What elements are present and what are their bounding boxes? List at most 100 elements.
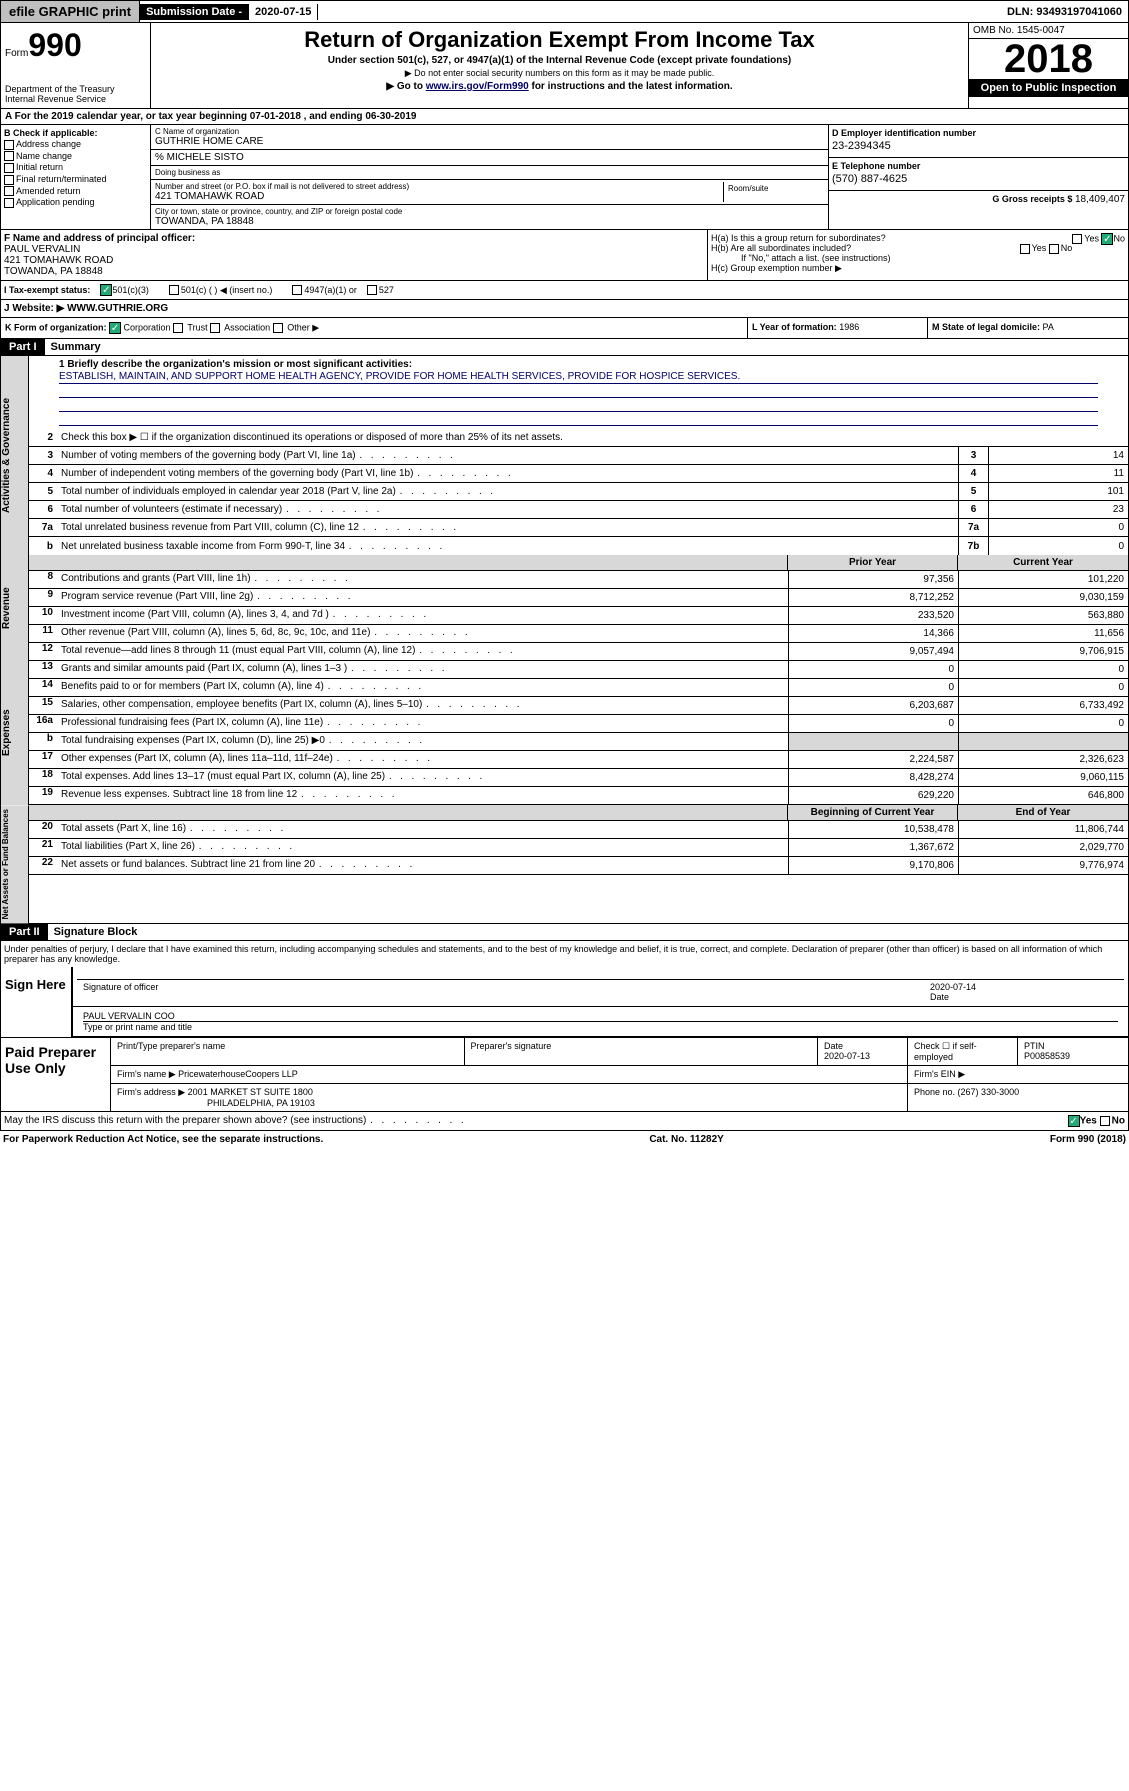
discuss-row: May the IRS discuss this return with the…	[0, 1112, 1129, 1131]
officer-addr2: TOWANDA, PA 18848	[4, 266, 704, 277]
table-row: 15Salaries, other compensation, employee…	[29, 697, 1128, 715]
form-ref: Form 990 (2018)	[1050, 1134, 1126, 1145]
tax-status-row: I Tax-exempt status: ✓ 501(c)(3) 501(c) …	[0, 281, 1129, 300]
chk-4947[interactable]	[292, 285, 302, 295]
form-header: Form990 Department of the Treasury Inter…	[0, 23, 1129, 109]
part1-header: Part ISummary	[0, 339, 1129, 356]
table-row: 20Total assets (Part X, line 16)10,538,4…	[29, 821, 1128, 839]
table-row: 16aProfessional fundraising fees (Part I…	[29, 715, 1128, 733]
room-label: Room/suite	[728, 184, 820, 193]
hdr-current: Current Year	[958, 555, 1128, 570]
sign-here-label: Sign Here	[1, 967, 71, 1037]
state-domicile: PA	[1043, 322, 1054, 332]
d-label: D Employer identification number	[832, 128, 1125, 138]
perjury-text: Under penalties of perjury, I declare th…	[1, 941, 1128, 967]
g-label: G Gross receipts $	[992, 194, 1075, 204]
prep-date: 2020-07-13	[824, 1051, 870, 1061]
table-row: 22Net assets or fund balances. Subtract …	[29, 857, 1128, 875]
firm-phone: (267) 330-3000	[958, 1087, 1020, 1097]
revenue-block: Revenue Prior YearCurrent Year 8Contribu…	[0, 555, 1129, 661]
entity-block: B Check if applicable: Address change Na…	[0, 125, 1129, 230]
dba-label: Doing business as	[155, 168, 824, 177]
prep-date-hdr: Date	[824, 1041, 843, 1051]
mission-blank3	[59, 412, 1098, 426]
irs-link[interactable]: www.irs.gov/Form990	[426, 81, 529, 92]
table-row: 8Contributions and grants (Part VIII, li…	[29, 571, 1128, 589]
line5-val: 101	[988, 483, 1128, 500]
chk-501c[interactable]	[169, 285, 179, 295]
officer-printed: PAUL VERVALIN COO	[83, 1011, 1118, 1022]
expenses-block: Expenses 13Grants and similar amounts pa…	[0, 661, 1129, 805]
side-expenses: Expenses	[1, 661, 29, 805]
website-url[interactable]: WWW.GUTHRIE.ORG	[67, 303, 168, 314]
col-b-header: B Check if applicable:	[4, 128, 147, 138]
chk-address-change[interactable]: Address change	[4, 139, 147, 150]
side-governance: Activities & Governance	[1, 356, 29, 555]
chk-527[interactable]	[367, 285, 377, 295]
sig-officer-label: Signature of officer	[83, 982, 158, 992]
form-word: Form	[5, 48, 28, 59]
line6-val: 23	[988, 501, 1128, 518]
governance-block: Activities & Governance 1 Briefly descri…	[0, 356, 1129, 555]
open-public-badge: Open to Public Inspection	[969, 79, 1128, 97]
efile-print-button[interactable]: efile GRAPHIC print	[1, 1, 140, 22]
prep-name-hdr: Print/Type preparer's name	[111, 1038, 465, 1065]
table-row: 11Other revenue (Part VIII, column (A), …	[29, 625, 1128, 643]
line7a-val: 0	[988, 519, 1128, 536]
chk-initial-return[interactable]: Initial return	[4, 162, 147, 173]
chk-name-change[interactable]: Name change	[4, 151, 147, 162]
part2-header: Part IISignature Block	[0, 924, 1129, 941]
firm-name-label: Firm's name ▶	[117, 1069, 176, 1079]
self-emp-chk[interactable]: Check ☐ if self-employed	[908, 1038, 1018, 1065]
line7b-text: Net unrelated business taxable income fr…	[57, 539, 958, 554]
city-label: City or town, state or province, country…	[155, 207, 824, 216]
ein: 23-2394345	[832, 138, 1125, 154]
line4-text: Number of independent voting members of …	[57, 466, 958, 481]
side-revenue: Revenue	[1, 555, 29, 661]
table-row: 21Total liabilities (Part X, line 26)1,3…	[29, 839, 1128, 857]
officer-group-block: F Name and address of principal officer:…	[0, 230, 1129, 281]
chk-final-return[interactable]: Final return/terminated	[4, 174, 147, 185]
sig-date-label: Date	[930, 992, 1118, 1002]
care-of: % MICHELE SISTO	[155, 152, 824, 163]
line7b-val: 0	[988, 537, 1128, 555]
chk-corp[interactable]: ✓	[109, 322, 121, 334]
line2-text: Check this box ▶ ☐ if the organization d…	[57, 430, 1128, 445]
firm-ein-label: Firm's EIN ▶	[908, 1066, 1128, 1083]
chk-amended[interactable]: Amended return	[4, 186, 147, 197]
f-label: F Name and address of principal officer:	[4, 233, 704, 244]
row-k: K Form of organization: ✓ Corporation Tr…	[0, 318, 1129, 339]
section-a: A For the 2019 calendar year, or tax yea…	[0, 109, 1129, 125]
gross-receipts: 18,409,407	[1075, 194, 1125, 205]
firm-phone-label: Phone no.	[914, 1087, 958, 1097]
net-assets-block: Net Assets or Fund Balances Beginning of…	[0, 805, 1129, 924]
chk-assoc[interactable]	[210, 323, 220, 333]
form-number: 990	[28, 27, 81, 64]
signature-block: Under penalties of perjury, I declare th…	[0, 941, 1129, 1112]
officer-addr1: 421 TOMAHAWK ROAD	[4, 255, 704, 266]
discuss-no[interactable]	[1100, 1116, 1110, 1126]
subtitle-1: Under section 501(c), 527, or 4947(a)(1)…	[155, 55, 964, 66]
line5-text: Total number of individuals employed in …	[57, 484, 958, 499]
firm-addr1: 2001 MARKET ST SUITE 1800	[188, 1087, 313, 1097]
hc-row: H(c) Group exemption number ▶	[711, 263, 1125, 274]
chk-501c3[interactable]: ✓	[100, 284, 112, 296]
discuss-yes[interactable]: ✓	[1068, 1115, 1080, 1127]
mission-blank2	[59, 398, 1098, 412]
street-address: 421 TOMAHAWK ROAD	[155, 191, 723, 202]
table-row: 12Total revenue—add lines 8 through 11 (…	[29, 643, 1128, 661]
line6-text: Total number of volunteers (estimate if …	[57, 502, 958, 517]
hdr-end: End of Year	[958, 805, 1128, 820]
hdr-begin: Beginning of Current Year	[788, 805, 958, 820]
officer-name: PAUL VERVALIN	[4, 244, 704, 255]
side-net: Net Assets or Fund Balances	[1, 805, 29, 923]
chk-app-pending[interactable]: Application pending	[4, 197, 147, 208]
prep-sig-hdr: Preparer's signature	[465, 1038, 819, 1065]
sig-date: 2020-07-14	[930, 982, 1118, 992]
chk-other[interactable]	[273, 323, 283, 333]
table-row: 13Grants and similar amounts paid (Part …	[29, 661, 1128, 679]
firm-addr-label: Firm's address ▶	[117, 1087, 185, 1097]
tax-year: 2018	[969, 39, 1128, 79]
hdr-prior: Prior Year	[788, 555, 958, 570]
chk-trust[interactable]	[173, 323, 183, 333]
